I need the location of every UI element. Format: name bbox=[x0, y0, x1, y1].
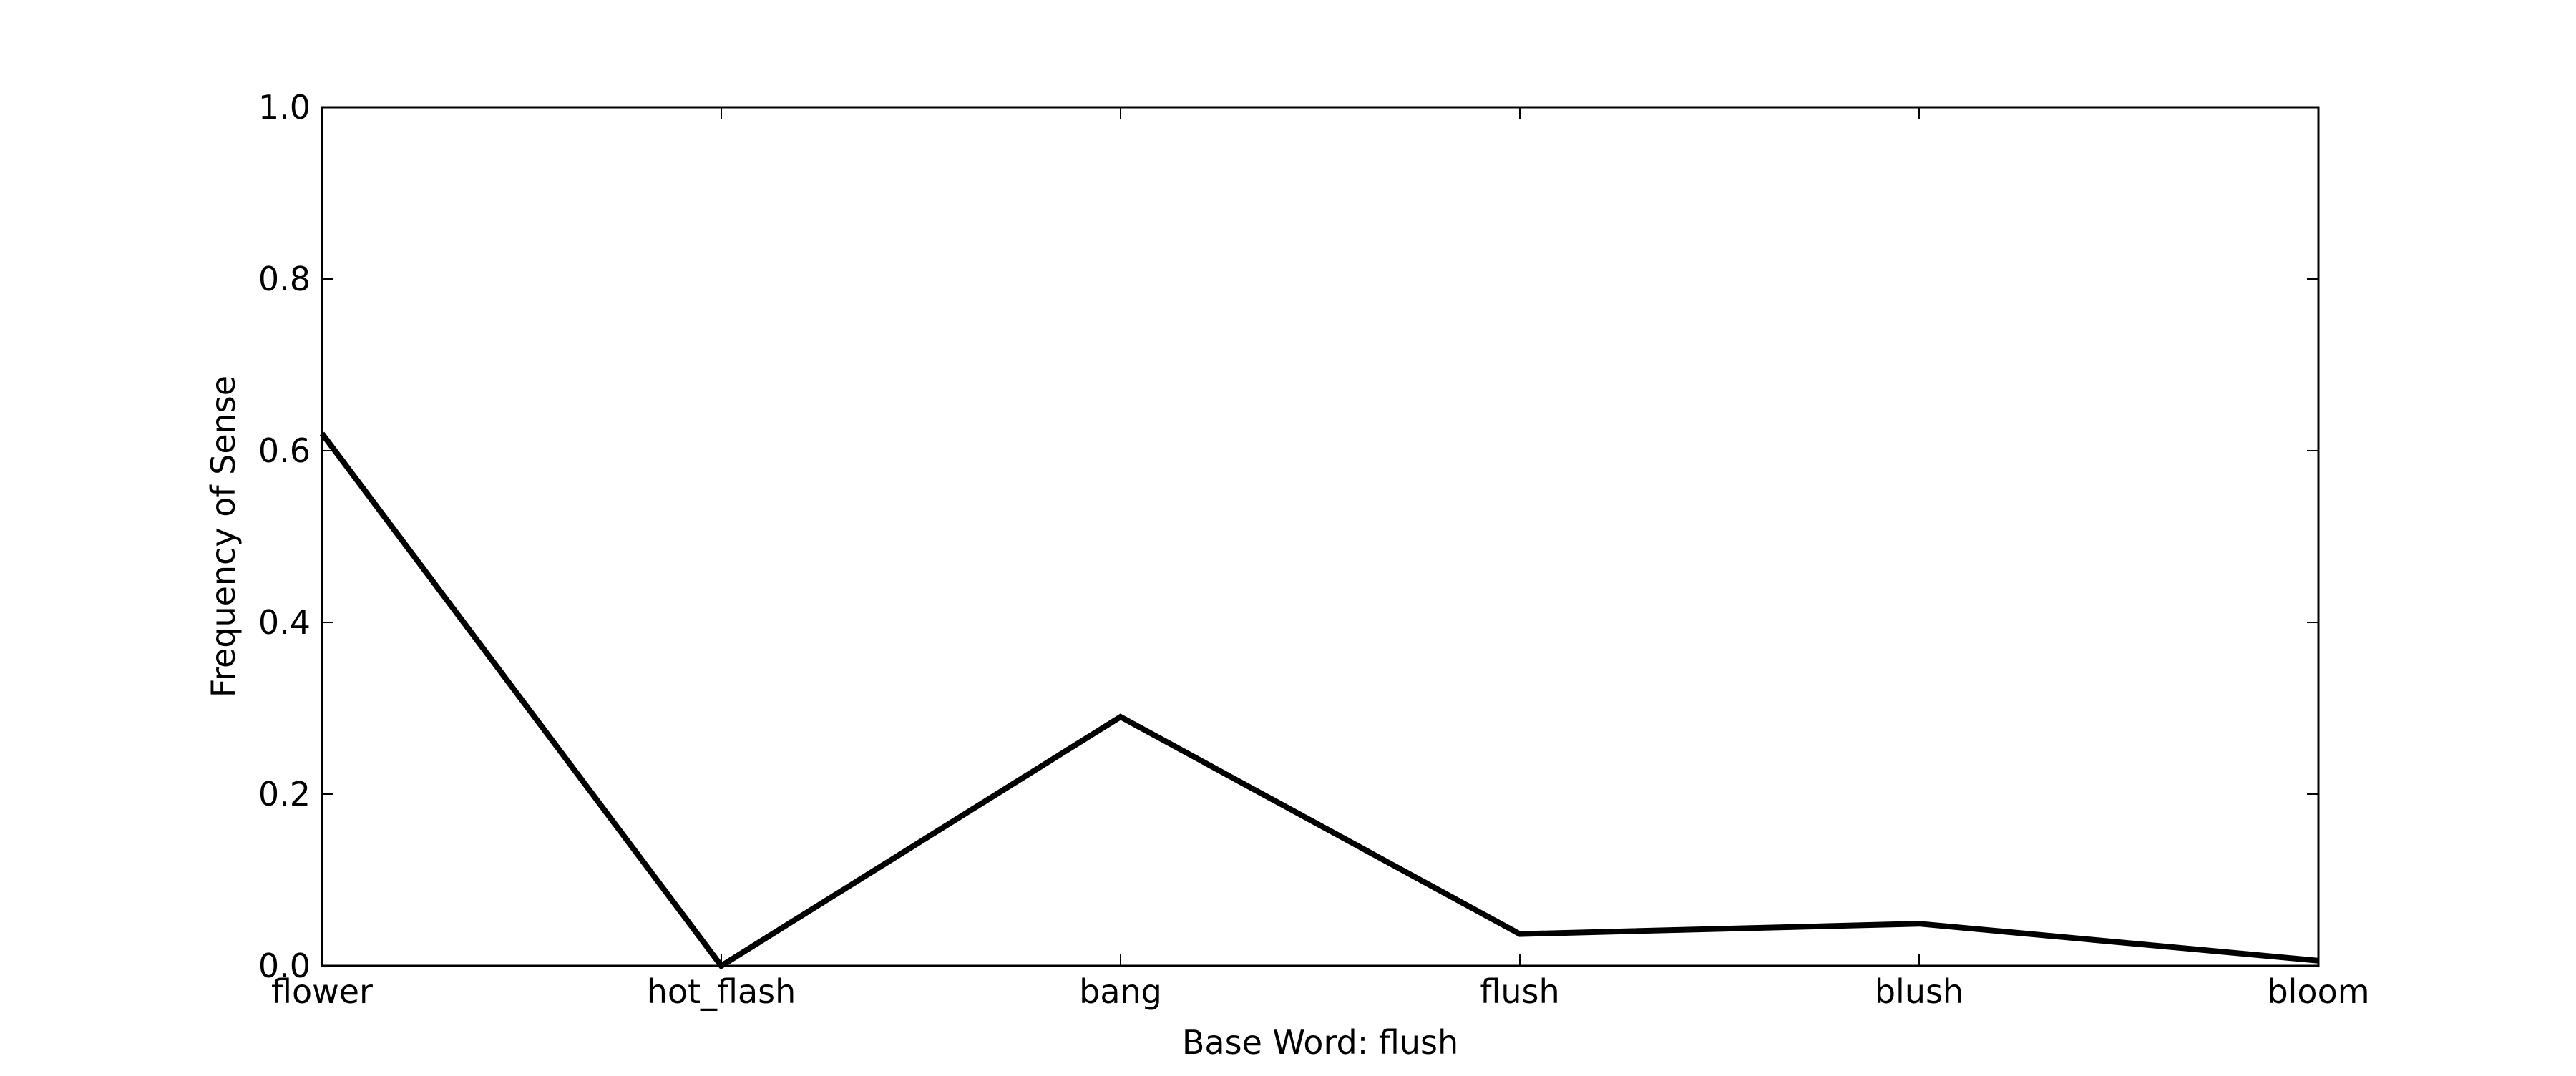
x-tick-label: bang bbox=[1079, 972, 1162, 1011]
x-axis-ticks: flower hot_flash bang flush blush bloom bbox=[271, 107, 2370, 1011]
y-tick-label: 0.8 bbox=[258, 260, 311, 298]
x-tick-label: bloom bbox=[2267, 972, 2369, 1011]
y-tick-label: 0.2 bbox=[258, 775, 311, 813]
y-tick-label: 0.6 bbox=[258, 431, 311, 470]
y-axis-ticks: 0.0 0.2 0.4 0.6 0.8 1.0 bbox=[258, 88, 2318, 985]
series-line bbox=[319, 431, 2319, 970]
x-tick-label: flower bbox=[271, 972, 373, 1011]
x-tick-label: flush bbox=[1480, 972, 1559, 1011]
y-tick-label: 1.0 bbox=[258, 88, 311, 127]
y-tick-label: 0.4 bbox=[258, 603, 311, 642]
y-tick-label: 0.0 bbox=[258, 947, 311, 985]
y-axis-label: Frequency of Sense bbox=[204, 376, 243, 698]
x-tick-label: blush bbox=[1875, 972, 1963, 1011]
x-tick-label: hot_flash bbox=[647, 972, 796, 1011]
x-axis-label: Base Word: flush bbox=[1182, 1023, 1458, 1062]
series-layer bbox=[319, 431, 2319, 970]
